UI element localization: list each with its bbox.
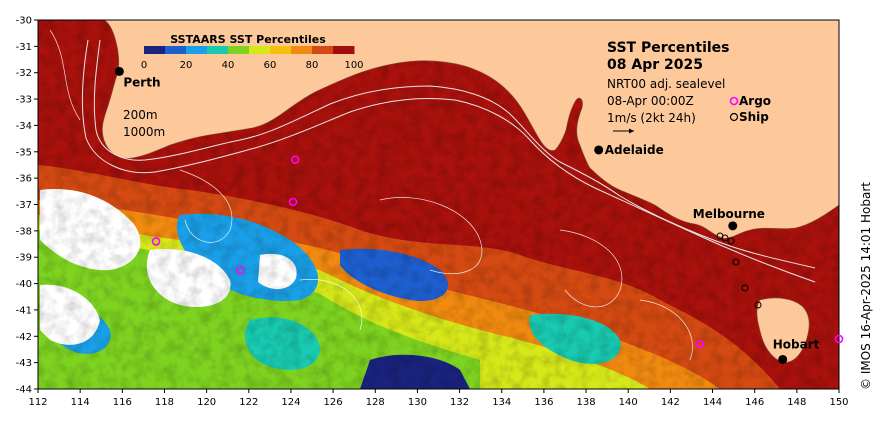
y-tick-label: -35 <box>16 147 32 158</box>
velocity-arrow-icon <box>613 128 634 134</box>
city-label: Adelaide <box>605 143 664 157</box>
isobath-contours <box>81 39 816 283</box>
ship-legend-icon <box>729 112 739 122</box>
x-tick-label: 116 <box>113 397 132 408</box>
contour-label-200m: 200m <box>123 108 158 122</box>
velocity-scale-label: 1m/s (2kt 24h) <box>607 111 696 125</box>
argo-float-marker <box>236 266 245 275</box>
colorbar-tick-label: 0 <box>141 60 147 71</box>
city-label: Hobart <box>773 337 820 351</box>
ship-legend-label: Ship <box>739 110 769 124</box>
y-tick-label: -43 <box>16 358 32 369</box>
city-marker <box>114 66 124 76</box>
colorbar-tick-label: 20 <box>180 60 193 71</box>
colorbar-ticks: 0 20 40 60 80 100 <box>141 60 364 71</box>
colorbar-swatch <box>249 46 271 54</box>
colorbar-swatch <box>291 46 313 54</box>
city-marker <box>594 145 604 155</box>
ship-marker <box>754 301 762 309</box>
argo-legend-label: Argo <box>739 94 771 108</box>
argo-float-marker <box>695 339 705 349</box>
x-tick-label: 128 <box>366 397 385 408</box>
city-marker <box>728 221 738 231</box>
contour-label-1000m: 1000m <box>123 125 165 139</box>
colorbar-swatch <box>228 46 250 54</box>
y-axis: -30 -31 -32 -33 -34 -35 -36 -37 -38 -39 -40 -41 -42 -… <box>16 16 38 396</box>
x-tick-label: 144 <box>703 397 722 408</box>
x-tick-label: 134 <box>492 397 511 408</box>
info-panel: SST Percentiles 08 Apr 2025 NRT00 adj. s… <box>607 40 771 134</box>
colorbar-swatches <box>144 46 355 54</box>
y-tick-label: -41 <box>16 305 32 316</box>
y-tick-label: -30 <box>16 16 32 27</box>
x-tick-label: 120 <box>197 397 216 408</box>
y-tick-label: -34 <box>16 121 32 132</box>
x-tick-label: 148 <box>787 397 806 408</box>
city-markers: Perth Adelaide Melbourne Hobart <box>114 66 820 364</box>
colorbar-swatch <box>333 46 355 54</box>
colorbar: SSTAARS SST Percentiles 0 20 40 60 80 100 <box>141 33 364 71</box>
colorbar-swatch <box>144 46 166 54</box>
argo-legend-icon <box>729 96 739 106</box>
colorbar-title: SSTAARS SST Percentiles <box>170 33 326 46</box>
y-tick-label: -32 <box>16 68 32 79</box>
ship-marker <box>727 237 735 245</box>
y-tick-label: -40 <box>16 279 32 290</box>
x-tick-label: 142 <box>661 397 680 408</box>
ship-marker <box>741 284 749 292</box>
colorbar-swatch <box>270 46 292 54</box>
info-product: NRT00 adj. sealevel <box>607 77 725 91</box>
colorbar-swatch <box>186 46 208 54</box>
city-label: Melbourne <box>693 207 765 221</box>
colorbar-swatch <box>312 46 334 54</box>
x-tick-label: 132 <box>450 397 469 408</box>
x-tick-label: 118 <box>155 397 174 408</box>
colorbar-swatch <box>207 46 229 54</box>
argo-float-marker <box>288 197 298 207</box>
info-title: SST Percentiles <box>607 40 730 56</box>
tasmania-land <box>756 297 810 363</box>
x-tick-label: 122 <box>239 397 258 408</box>
x-tick-label: 112 <box>28 397 47 408</box>
colorbar-tick-label: 60 <box>264 60 277 71</box>
x-tick-label: 126 <box>324 397 343 408</box>
x-tick-label: 138 <box>577 397 596 408</box>
info-date: 08 Apr 2025 <box>607 57 703 73</box>
y-tick-label: -38 <box>16 226 32 237</box>
info-time: 08-Apr 00:00Z <box>607 94 694 108</box>
colorbar-tick-label: 40 <box>222 60 235 71</box>
credit-text: © IMOS 16-Apr-2025 14:01 Hobart <box>859 182 873 390</box>
x-tick-label: 130 <box>408 397 427 408</box>
y-tick-label: -39 <box>16 253 32 264</box>
argo-float-marker <box>151 237 161 246</box>
ship-marker <box>721 234 729 242</box>
x-tick-label: 114 <box>71 397 90 408</box>
argo-float-marker <box>834 334 844 344</box>
y-tick-label: -37 <box>16 200 32 211</box>
y-tick-label: -44 <box>16 385 32 396</box>
city-marker <box>778 354 788 364</box>
sst-contours <box>49 29 693 361</box>
x-tick-label: 136 <box>534 397 553 408</box>
x-tick-label: 150 <box>829 397 848 408</box>
x-tick-label: 140 <box>619 397 638 408</box>
x-tick-label: 146 <box>745 397 764 408</box>
australia-land <box>38 20 839 239</box>
y-tick-label: -31 <box>16 42 32 53</box>
x-axis: 112 114 116 118 120 122 124 126 128 130 132 134 136 1… <box>28 389 849 408</box>
colorbar-swatch <box>165 46 187 54</box>
colorbar-tick-label: 100 <box>344 60 363 71</box>
y-tick-label: -36 <box>16 174 32 185</box>
city-label: Perth <box>123 75 160 89</box>
argo-float-marker <box>290 155 300 164</box>
ship-markers <box>716 232 762 309</box>
x-tick-label: 124 <box>281 397 300 408</box>
colorbar-tick-label: 80 <box>306 60 319 71</box>
y-tick-label: -33 <box>16 95 32 106</box>
ship-marker <box>732 258 740 266</box>
y-tick-label: -42 <box>16 332 32 343</box>
argo-float-markers <box>151 155 844 349</box>
